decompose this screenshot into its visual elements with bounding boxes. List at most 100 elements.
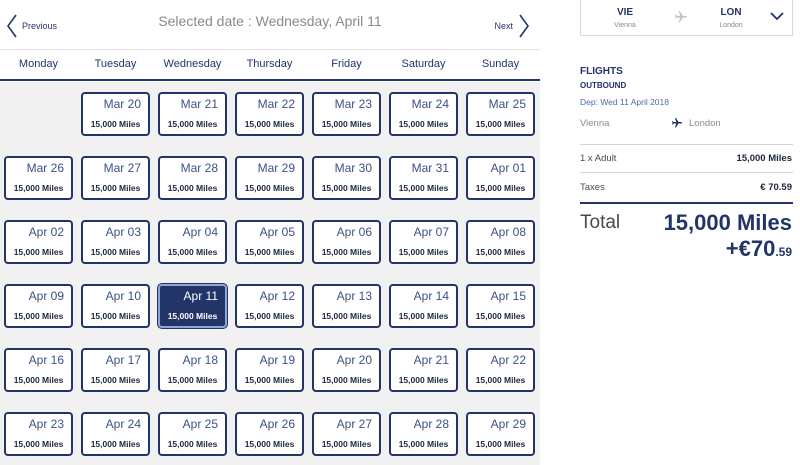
day-card[interactable]: Apr 07 15,000 Miles	[389, 220, 458, 264]
selected-day-card[interactable]: Apr 11 15,000 Miles	[158, 284, 227, 328]
day-date: Apr 04	[182, 225, 218, 239]
day-card[interactable]: Apr 15 15,000 Miles	[466, 284, 535, 328]
calendar-grid: Mar 20 15,000 Miles Mar 21 15,000 Miles Mar …	[0, 82, 540, 465]
calendar-cell: Apr 25 15,000 Miles	[154, 412, 231, 465]
day-date: Apr 19	[259, 353, 295, 367]
day-card[interactable]: Mar 20 15,000 Miles	[81, 92, 150, 136]
day-card[interactable]: Apr 28 15,000 Miles	[389, 412, 458, 456]
departure-date: Dep: Wed 11 April 2018	[580, 97, 669, 107]
day-card[interactable]: Mar 27 15,000 Miles	[81, 156, 150, 200]
calendar-cell: Apr 20 15,000 Miles	[308, 348, 385, 412]
day-card[interactable]: Apr 21 15,000 Miles	[389, 348, 458, 392]
destination-city: London	[719, 22, 743, 29]
total-divider	[580, 202, 793, 204]
day-card[interactable]: Apr 06 15,000 Miles	[312, 220, 381, 264]
day-card[interactable]: Apr 29 15,000 Miles	[466, 412, 535, 456]
route-selector[interactable]: VIE Vienna LON London	[580, 0, 793, 36]
day-card[interactable]: Apr 05 15,000 Miles	[235, 220, 304, 264]
day-card[interactable]: Apr 03 15,000 Miles	[81, 220, 150, 264]
day-date: Apr 17	[105, 353, 141, 367]
day-miles-price: 15,000 Miles	[167, 375, 218, 385]
calendar-week-row: Apr 09 15,000 Miles Apr 10 15,000 Miles Apr …	[0, 284, 539, 348]
day-date: Mar 21	[180, 97, 218, 111]
day-card[interactable]: Apr 01 15,000 Miles	[466, 156, 535, 200]
day-card[interactable]: Mar 30 15,000 Miles	[312, 156, 381, 200]
day-card[interactable]: Apr 04 15,000 Miles	[158, 220, 227, 264]
day-miles-price: 15,000 Miles	[13, 247, 64, 257]
calendar-cell: Apr 12 15,000 Miles	[231, 284, 308, 348]
day-miles-price: 15,000 Miles	[13, 375, 64, 385]
calendar-cell: Mar 29 15,000 Miles	[231, 156, 308, 220]
calendar-week-row: Mar 20 15,000 Miles Mar 21 15,000 Miles Mar …	[0, 92, 539, 156]
day-miles-price: 15,000 Miles	[321, 375, 372, 385]
leg-destination: London	[689, 118, 721, 129]
day-card[interactable]: Apr 13 15,000 Miles	[312, 284, 381, 328]
day-date: Apr 14	[413, 289, 449, 303]
day-miles-price: 15,000 Miles	[90, 247, 141, 257]
day-card[interactable]: Apr 19 15,000 Miles	[235, 348, 304, 392]
day-card[interactable]: Apr 16 15,000 Miles	[4, 348, 73, 392]
day-card[interactable]: Apr 12 15,000 Miles	[235, 284, 304, 328]
day-card[interactable]: Mar 29 15,000 Miles	[235, 156, 304, 200]
day-card[interactable]: Apr 09 15,000 Miles	[4, 284, 73, 328]
day-date: Apr 03	[105, 225, 141, 239]
calendar-cell: Apr 09 15,000 Miles	[0, 284, 77, 348]
day-card[interactable]: Mar 28 15,000 Miles	[158, 156, 227, 200]
calendar-cell: Apr 03 15,000 Miles	[77, 220, 154, 284]
day-card[interactable]: Mar 24 15,000 Miles	[389, 92, 458, 136]
calendar-week-row: Apr 02 15,000 Miles Apr 03 15,000 Miles Apr …	[0, 220, 539, 284]
origin-city: Vienna	[614, 22, 636, 29]
day-card[interactable]: Apr 26 15,000 Miles	[235, 412, 304, 456]
day-card[interactable]: Apr 27 15,000 Miles	[312, 412, 381, 456]
chevron-down-icon[interactable]	[770, 11, 784, 21]
day-date: Apr 01	[490, 161, 526, 175]
day-date: Apr 07	[413, 225, 449, 239]
day-date: Apr 16	[28, 353, 64, 367]
day-date: Mar 26	[26, 161, 64, 175]
selected-date-heading: Selected date : Wednesday, April 11	[158, 13, 382, 29]
day-card[interactable]: Mar 31 15,000 Miles	[389, 156, 458, 200]
weekday-label: Saturday	[401, 58, 446, 70]
day-card[interactable]: Mar 23 15,000 Miles	[312, 92, 381, 136]
previous-button[interactable]: Previous	[6, 13, 57, 39]
day-card[interactable]: Apr 22 15,000 Miles	[466, 348, 535, 392]
day-card[interactable]: Mar 22 15,000 Miles	[235, 92, 304, 136]
day-card[interactable]: Apr 25 15,000 Miles	[158, 412, 227, 456]
adult-price: 15,000 Miles	[736, 153, 792, 164]
divider	[580, 172, 793, 173]
calendar-cell: Mar 22 15,000 Miles	[231, 92, 308, 156]
day-card[interactable]: Apr 08 15,000 Miles	[466, 220, 535, 264]
day-card[interactable]: Apr 10 15,000 Miles	[81, 284, 150, 328]
calendar-cell: Apr 23 15,000 Miles	[0, 412, 77, 465]
day-date: Apr 27	[336, 417, 372, 431]
day-card[interactable]: Apr 23 15,000 Miles	[4, 412, 73, 456]
day-card[interactable]: Apr 18 15,000 Miles	[158, 348, 227, 392]
calendar-cell: Apr 10 15,000 Miles	[77, 284, 154, 348]
day-card[interactable]: Mar 26 15,000 Miles	[4, 156, 73, 200]
day-miles-price: 15,000 Miles	[398, 311, 449, 321]
day-miles-price: 15,000 Miles	[321, 247, 372, 257]
day-date: Apr 10	[105, 289, 141, 303]
day-date: Apr 23	[28, 417, 64, 431]
calendar-cell: Apr 04 15,000 Miles	[154, 220, 231, 284]
day-miles-price: 15,000 Miles	[244, 375, 295, 385]
day-miles-price: 15,000 Miles	[13, 439, 64, 449]
day-date: Mar 25	[488, 97, 526, 111]
calendar-cell: Apr 15 15,000 Miles	[462, 284, 539, 348]
day-card[interactable]: Apr 02 15,000 Miles	[4, 220, 73, 264]
calendar-cell: Mar 24 15,000 Miles	[385, 92, 462, 156]
next-button[interactable]: Next	[494, 13, 530, 39]
day-miles-price: 15,000 Miles	[321, 439, 372, 449]
day-miles-price: 15,000 Miles	[398, 439, 449, 449]
day-card[interactable]: Apr 17 15,000 Miles	[81, 348, 150, 392]
day-card[interactable]: Apr 14 15,000 Miles	[389, 284, 458, 328]
day-card[interactable]: Mar 21 15,000 Miles	[158, 92, 227, 136]
calendar-cell: Apr 18 15,000 Miles	[154, 348, 231, 412]
day-card[interactable]: Mar 25 15,000 Miles	[466, 92, 535, 136]
calendar-cell: Mar 25 15,000 Miles	[462, 92, 539, 156]
plane-icon	[672, 118, 682, 128]
day-card[interactable]: Apr 20 15,000 Miles	[312, 348, 381, 392]
outbound-label: OUTBOUND	[580, 81, 627, 90]
day-card[interactable]: Apr 24 15,000 Miles	[81, 412, 150, 456]
